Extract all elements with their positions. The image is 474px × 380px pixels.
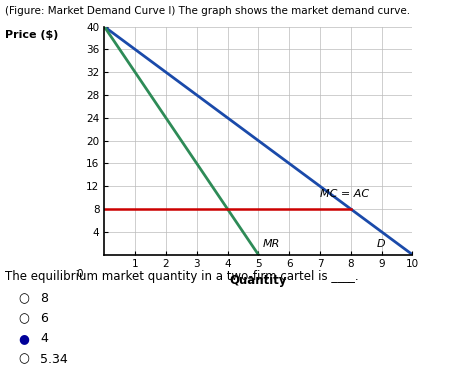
Text: ●: ● bbox=[18, 332, 29, 345]
Text: The equilibrium market quantity in a two-firm cartel is ____.: The equilibrium market quantity in a two… bbox=[5, 270, 358, 283]
Text: 0: 0 bbox=[76, 269, 83, 279]
Text: ○: ○ bbox=[18, 353, 29, 366]
Text: D: D bbox=[377, 239, 385, 249]
Text: ○: ○ bbox=[18, 312, 29, 325]
Text: (Figure: Market Demand Curve I) The graph shows the market demand curve.: (Figure: Market Demand Curve I) The grap… bbox=[5, 6, 410, 16]
Text: 8: 8 bbox=[40, 292, 48, 305]
Text: ○: ○ bbox=[18, 292, 29, 305]
Text: MC = AC: MC = AC bbox=[320, 189, 369, 199]
X-axis label: Quantity: Quantity bbox=[229, 274, 287, 287]
Text: MR: MR bbox=[263, 239, 280, 249]
Text: 4: 4 bbox=[40, 332, 48, 345]
Text: 5.34: 5.34 bbox=[40, 353, 68, 366]
Text: Price ($): Price ($) bbox=[5, 30, 58, 40]
Text: 6: 6 bbox=[40, 312, 48, 325]
